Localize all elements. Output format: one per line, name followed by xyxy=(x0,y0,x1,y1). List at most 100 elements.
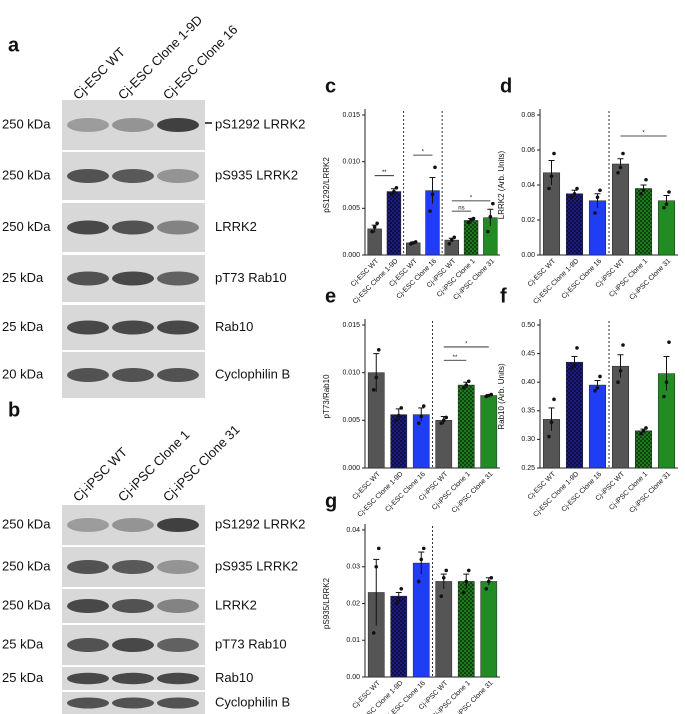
y-tick-label: 0.005 xyxy=(342,417,360,424)
data-point xyxy=(372,225,377,229)
kda-label: 250 kDa xyxy=(2,516,51,531)
data-point xyxy=(570,366,574,370)
data-point xyxy=(394,601,399,606)
bar xyxy=(611,163,630,256)
y-tick-label: 0.30 xyxy=(521,436,535,443)
significance-label: ns xyxy=(458,206,464,212)
y-tick-label: 0.010 xyxy=(342,370,360,377)
bar xyxy=(444,239,459,256)
data-point xyxy=(416,421,421,425)
y-tick-label: 0.02 xyxy=(346,600,360,607)
x-tick-label: Cj-iPSC Clone 31 xyxy=(628,258,672,302)
data-point xyxy=(421,546,426,551)
data-point xyxy=(452,235,457,240)
bar xyxy=(634,188,653,256)
data-point xyxy=(444,415,449,420)
bar xyxy=(480,395,498,469)
blot-band xyxy=(112,220,154,235)
blot-band xyxy=(157,518,199,532)
y-axis-label: pS1292/LRRK2 xyxy=(322,157,331,213)
x-tick-label: Cj-ESC Clone 16 xyxy=(561,258,604,301)
blot-band xyxy=(157,672,199,685)
y-tick-label: 0.00 xyxy=(521,252,535,259)
data-point xyxy=(441,575,446,580)
blot-band xyxy=(112,320,154,335)
significance-label: * xyxy=(470,195,473,201)
kda-label: 250 kDa xyxy=(2,116,51,131)
bar xyxy=(634,430,653,469)
data-point xyxy=(433,165,437,170)
bar xyxy=(480,581,498,678)
data-point xyxy=(662,205,666,210)
data-point xyxy=(486,579,491,584)
data-point xyxy=(439,421,444,425)
y-tick-label: 0.00 xyxy=(346,674,360,681)
data-point xyxy=(570,195,574,200)
data-point xyxy=(664,202,669,207)
data-point xyxy=(376,546,381,551)
data-point xyxy=(374,375,379,380)
data-point xyxy=(444,568,449,573)
row-label: Cyclophilin B xyxy=(215,366,290,381)
data-point xyxy=(572,191,577,196)
blot-band xyxy=(67,169,109,183)
panel-letter: d xyxy=(500,75,512,97)
data-point xyxy=(461,590,466,595)
data-point xyxy=(489,575,494,580)
data-point xyxy=(598,188,602,193)
blot-band xyxy=(112,271,154,286)
blot-band xyxy=(67,518,109,532)
row-label: pS1292 LRRK2 xyxy=(215,516,305,531)
bar xyxy=(588,384,607,469)
y-tick-label: 0.04 xyxy=(346,527,360,534)
y-tick-label: 0.005 xyxy=(342,205,360,212)
blot-band xyxy=(112,638,154,652)
bar xyxy=(412,414,430,469)
data-point xyxy=(491,201,495,206)
data-point xyxy=(413,240,418,244)
data-point xyxy=(464,579,469,584)
blot-band xyxy=(157,220,199,235)
data-point xyxy=(641,188,646,193)
data-point xyxy=(419,557,424,562)
y-tick-label: 0.03 xyxy=(346,564,360,571)
data-point xyxy=(639,431,643,436)
data-point xyxy=(421,404,426,408)
data-point xyxy=(466,220,471,225)
y-tick-label: 0.015 xyxy=(342,112,360,119)
data-point xyxy=(430,192,435,197)
y-axis-label: pT73/Rab10 xyxy=(322,374,331,419)
data-point xyxy=(598,374,602,379)
data-point xyxy=(464,383,469,387)
data-point xyxy=(572,363,577,367)
data-point xyxy=(449,238,454,242)
y-tick-label: 0.08 xyxy=(521,112,535,119)
bar xyxy=(435,420,453,469)
data-point xyxy=(641,429,646,433)
data-point xyxy=(389,192,394,197)
blot-band xyxy=(112,672,154,685)
data-point xyxy=(374,564,379,569)
data-point xyxy=(396,413,401,418)
data-point xyxy=(461,386,466,390)
data-point xyxy=(447,242,452,246)
blot-band xyxy=(67,118,109,132)
y-tick-label: 0.25 xyxy=(521,465,535,472)
data-point xyxy=(466,379,471,384)
row-label: LRRK2 xyxy=(215,597,257,612)
panel-letter: f xyxy=(500,285,507,307)
blot-band xyxy=(112,697,154,709)
blot-band xyxy=(67,220,109,235)
kda-label: 25 kDa xyxy=(2,270,44,285)
bar xyxy=(406,242,421,256)
significance-label: * xyxy=(642,131,645,137)
data-point xyxy=(575,186,579,191)
data-point xyxy=(396,598,401,602)
blot-band xyxy=(157,271,199,286)
y-tick-label: 0.50 xyxy=(521,322,535,329)
row-label: Rab10 xyxy=(215,319,253,334)
data-point xyxy=(547,434,551,439)
bar xyxy=(390,595,408,678)
x-tick-label: Cj-iPSC Clone 31 xyxy=(451,471,495,515)
